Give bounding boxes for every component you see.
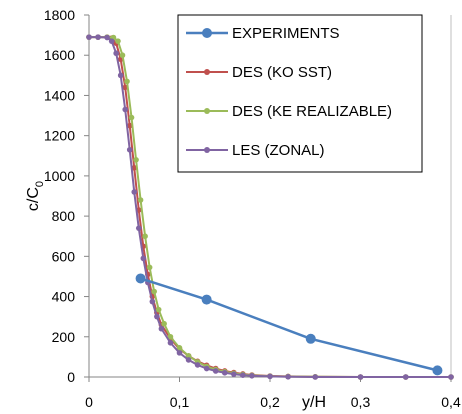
data-point bbox=[108, 38, 115, 44]
y-tick-label: 1200 bbox=[44, 128, 75, 144]
legend-label: LES (ZONAL) bbox=[232, 142, 325, 159]
data-point bbox=[151, 288, 157, 295]
data-point bbox=[126, 146, 133, 153]
y-tick-label: 1000 bbox=[44, 168, 75, 184]
y-tick-label: 1400 bbox=[44, 87, 75, 103]
data-point bbox=[124, 78, 130, 85]
data-point bbox=[140, 255, 147, 262]
legend-label: DES (KO SST) bbox=[232, 64, 332, 81]
data-point bbox=[240, 372, 246, 378]
data-point bbox=[135, 225, 142, 231]
legend-swatch-marker bbox=[204, 147, 210, 153]
data-point bbox=[115, 38, 121, 44]
data-point bbox=[201, 294, 212, 305]
data-point bbox=[131, 165, 138, 171]
data-point bbox=[285, 373, 291, 380]
x-tick-label: 0,4 bbox=[441, 394, 461, 410]
series-line bbox=[140, 277, 438, 372]
data-point bbox=[402, 374, 409, 380]
data-point bbox=[95, 34, 101, 40]
legend-swatch-marker bbox=[202, 28, 212, 38]
data-point bbox=[432, 365, 443, 376]
y-axis-title: c/C0 bbox=[25, 181, 46, 211]
y-tick-label: 1800 bbox=[44, 7, 75, 23]
y-tick-label: 0 bbox=[67, 369, 75, 385]
data-point bbox=[176, 345, 183, 351]
data-point bbox=[185, 353, 192, 359]
data-point bbox=[231, 371, 237, 377]
data-point bbox=[161, 320, 167, 327]
data-point bbox=[167, 340, 174, 346]
x-tick-labels: 0 0,1 0,2 0,3 0,4 bbox=[85, 377, 461, 410]
data-point bbox=[305, 333, 316, 344]
data-point bbox=[128, 114, 135, 121]
data-point bbox=[104, 34, 110, 41]
data-point bbox=[117, 72, 124, 79]
data-point bbox=[212, 368, 219, 374]
data-point bbox=[126, 122, 133, 129]
data-point bbox=[142, 233, 148, 240]
data-point bbox=[135, 273, 146, 284]
series-experiments bbox=[135, 273, 443, 376]
x-tick-label: 0,1 bbox=[170, 394, 190, 410]
data-point bbox=[167, 333, 174, 340]
data-point bbox=[113, 50, 119, 57]
y-tick-label: 800 bbox=[52, 208, 76, 224]
data-point bbox=[448, 374, 454, 380]
data-point bbox=[176, 350, 183, 356]
data-point bbox=[122, 106, 128, 113]
y-axis-title-subscript: 0 bbox=[34, 181, 46, 187]
x-tick-label: 0 bbox=[85, 394, 93, 410]
data-point bbox=[119, 52, 126, 59]
legend-label: DES (KE REALIZABLE) bbox=[232, 103, 392, 120]
data-point bbox=[185, 357, 192, 363]
legend: EXPERIMENTS DES (KO SST) DES (KE REALIZABL… bbox=[177, 14, 423, 173]
data-point bbox=[194, 362, 201, 368]
data-point bbox=[146, 264, 153, 271]
legend-box bbox=[177, 14, 423, 173]
data-point bbox=[221, 369, 228, 376]
data-point bbox=[131, 189, 138, 195]
data-point bbox=[86, 34, 92, 40]
y-axis-title-main: c/C bbox=[25, 187, 42, 211]
legend-label: EXPERIMENTS bbox=[232, 25, 340, 42]
legend-swatch-marker bbox=[204, 108, 210, 114]
data-point bbox=[158, 325, 165, 332]
data-point bbox=[149, 298, 156, 305]
data-point bbox=[203, 365, 210, 372]
x-tick-label: 0,3 bbox=[351, 394, 371, 410]
data-point bbox=[133, 157, 139, 163]
x-axis-title: y/H bbox=[302, 394, 326, 411]
data-point bbox=[154, 313, 160, 320]
data-point bbox=[357, 374, 364, 380]
series-layer bbox=[86, 34, 454, 380]
data-point bbox=[137, 197, 144, 203]
legend-swatch-marker bbox=[204, 69, 210, 75]
y-tick-label: 1600 bbox=[44, 47, 75, 63]
data-point bbox=[249, 372, 255, 379]
data-point bbox=[312, 374, 319, 380]
y-tick-label: 600 bbox=[52, 248, 76, 264]
y-tick-label: 400 bbox=[52, 289, 76, 305]
x-tick-label: 0,2 bbox=[260, 394, 280, 410]
data-point bbox=[267, 373, 273, 380]
data-point bbox=[155, 306, 162, 313]
y-tick-label: 200 bbox=[52, 329, 76, 345]
y-tick-labels: 0 200 400 600 800 1000 1200 1400 1600 1800 bbox=[44, 7, 89, 385]
